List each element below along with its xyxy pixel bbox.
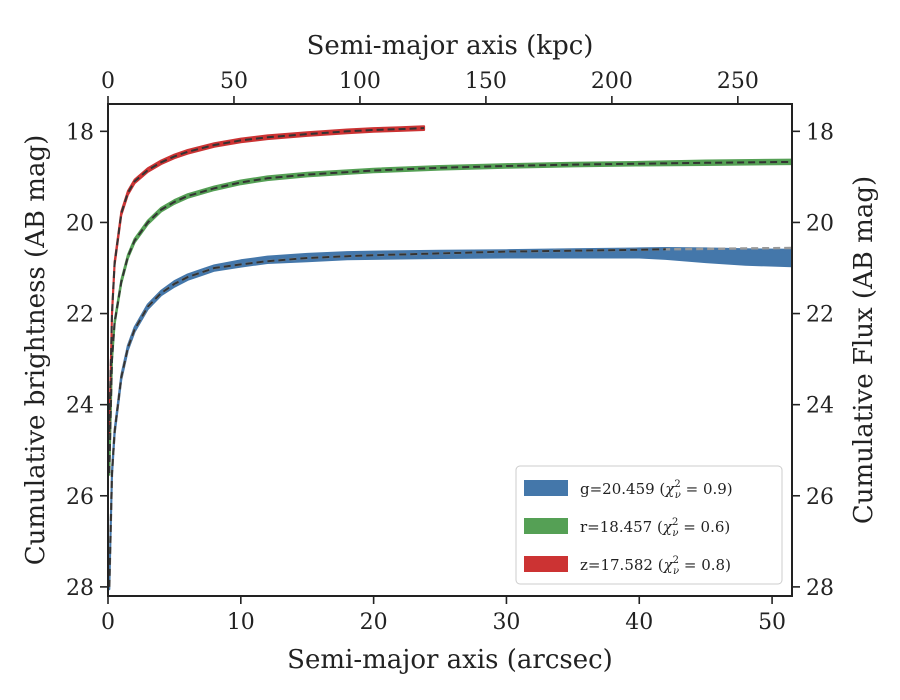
legend-label-0: g=20.459 (χ2 ν = 0.9) xyxy=(580,479,733,501)
right-y-axis-title: Cumulative Flux (AB mag) xyxy=(849,176,879,524)
x-tick-label: 40 xyxy=(625,610,653,635)
legend-swatch-1 xyxy=(524,518,568,534)
top-x-tick-label: 0 xyxy=(101,69,115,94)
y-tick-label: 18 xyxy=(66,120,94,145)
series-layer xyxy=(108,125,793,591)
right-y-tick-label: 28 xyxy=(806,576,834,601)
x-tick-label: 0 xyxy=(101,610,115,635)
model-line-2 xyxy=(108,127,425,433)
x-tick-label: 20 xyxy=(360,610,388,635)
x-tick-label: 50 xyxy=(758,610,786,635)
top-x-tick-label: 50 xyxy=(220,69,248,94)
right-y-tick-label: 24 xyxy=(806,394,834,419)
model-line-0 xyxy=(108,248,666,587)
y-axis-title: Cumulative brightness (AB mag) xyxy=(21,135,51,566)
y-tick-label: 24 xyxy=(66,394,94,419)
model-line-1 xyxy=(108,160,793,474)
legend-swatch-2 xyxy=(524,556,568,572)
right-y-tick-label: 18 xyxy=(806,120,834,145)
y-tick-label: 26 xyxy=(66,485,94,510)
series-band-1 xyxy=(108,158,793,476)
right-y-tick-label: 20 xyxy=(806,211,834,236)
x-axis-title: Semi-major axis (arcsec) xyxy=(287,645,613,675)
top-x-tick-label: 100 xyxy=(339,69,381,94)
top-x-tick-label: 150 xyxy=(465,69,507,94)
legend-swatch-0 xyxy=(524,480,568,496)
y-tick-label: 20 xyxy=(66,211,94,236)
top-x-axis-title: Semi-major axis (kpc) xyxy=(307,31,594,61)
legend-label-1: r=18.457 (χ2 ν = 0.6) xyxy=(580,517,730,539)
series-band-2 xyxy=(108,125,426,435)
y-tick-label: 22 xyxy=(66,303,94,328)
top-x-tick-label: 250 xyxy=(717,69,759,94)
x-tick-label: 30 xyxy=(492,610,520,635)
legend-label-2: z=17.582 (χ2 ν = 0.8) xyxy=(580,555,731,577)
ticks-layer: 0 10 20 30 40 50 0 50 100 150 200 250 18 18 20 20 22 22 24… xyxy=(66,69,834,635)
y-tick-label: 28 xyxy=(66,576,94,601)
legend-box xyxy=(515,465,783,585)
legend: g=20.459 (χ2 ν = 0.9) r=18.457 (χ2 ν = 0.6)… xyxy=(515,465,783,585)
plot-frame xyxy=(107,103,793,597)
top-x-tick-label: 200 xyxy=(591,69,633,94)
right-y-tick-label: 22 xyxy=(806,303,834,328)
right-y-tick-label: 26 xyxy=(806,485,834,510)
x-tick-label: 10 xyxy=(227,610,255,635)
